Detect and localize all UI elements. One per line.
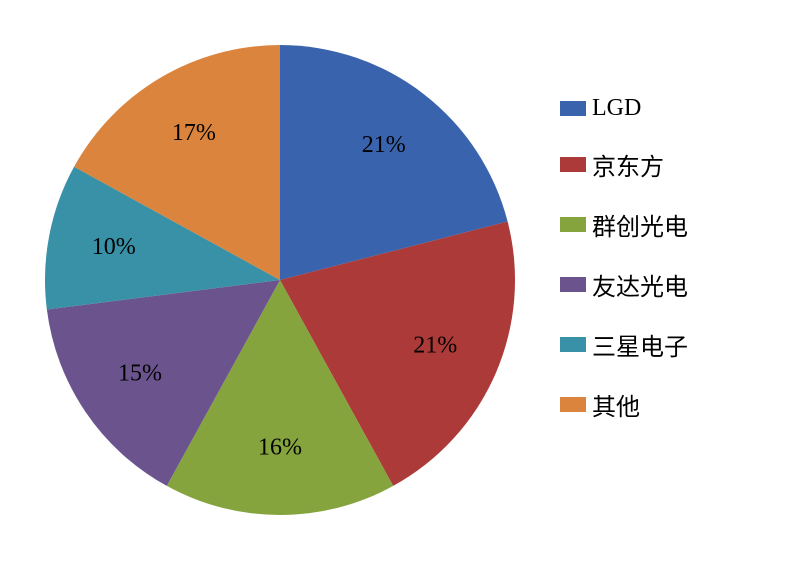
pie-slice-label-5: 17%: [172, 120, 216, 146]
legend-label-5: 其他: [592, 387, 640, 422]
legend-swatch-1: [560, 157, 586, 172]
legend-swatch-0: [560, 101, 586, 116]
pie-slice-label-2: 16%: [258, 435, 302, 461]
pie-slice-label-3: 15%: [118, 361, 162, 387]
legend-item-0: LGD: [560, 95, 688, 122]
legend-item-5: 其他: [560, 387, 688, 422]
legend-item-1: 京东方: [560, 147, 688, 182]
legend-label-0: LGD: [592, 95, 641, 122]
legend-swatch-2: [560, 217, 586, 232]
legend-swatch-4: [560, 337, 586, 352]
legend-label-1: 京东方: [592, 147, 664, 182]
legend-label-2: 群创光电: [592, 207, 688, 242]
legend-swatch-5: [560, 397, 586, 412]
legend-item-3: 友达光电: [560, 267, 688, 302]
legend: LGD 京东方群创光电友达光电三星电子其他: [560, 95, 688, 447]
pie-slice-label-4: 10%: [92, 234, 136, 260]
pie-slice-label-0: 21%: [362, 132, 406, 158]
legend-item-2: 群创光电: [560, 207, 688, 242]
pie-slice-label-1: 21%: [413, 333, 457, 359]
legend-label-3: 友达光电: [592, 267, 688, 302]
legend-label-4: 三星电子: [592, 327, 688, 362]
legend-swatch-3: [560, 277, 586, 292]
pie-chart-container: 21% 21% 16% 15% 10% 17% LGD 京东方群创光电友达光电三星电子其他: [0, 0, 800, 563]
legend-item-4: 三星电子: [560, 327, 688, 362]
